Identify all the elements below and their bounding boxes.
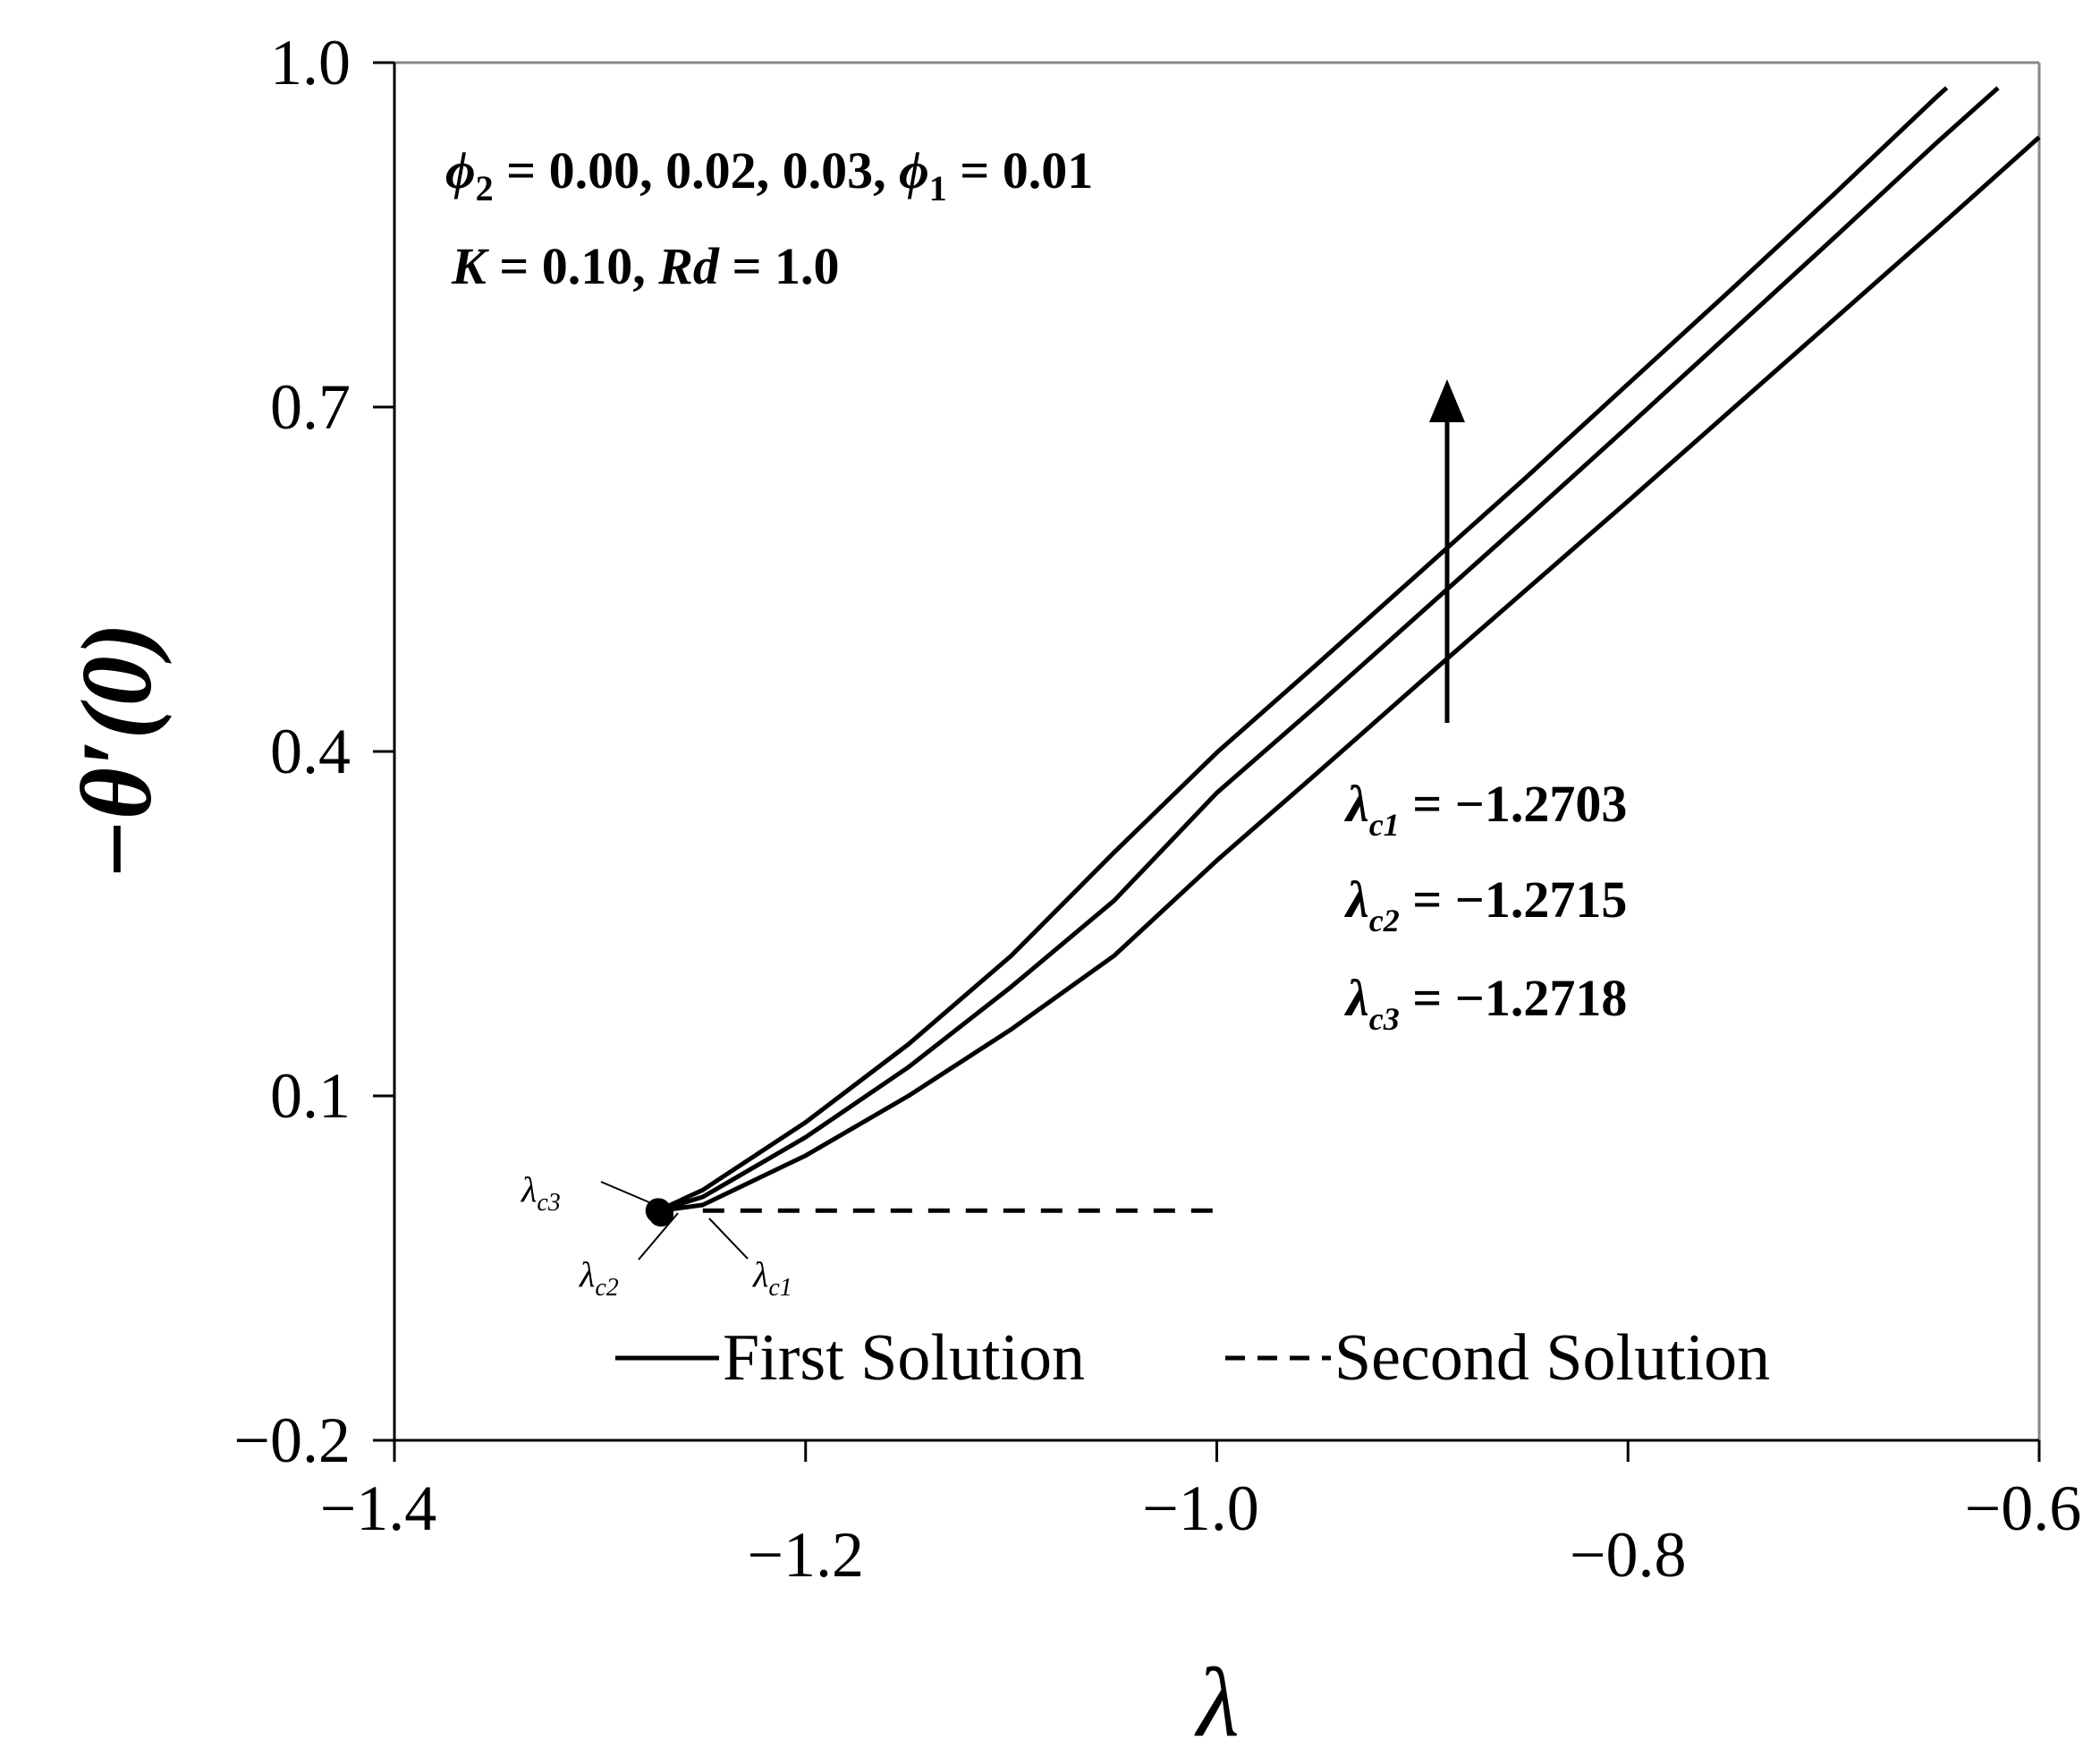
phi1-subscript: 1 <box>929 168 947 208</box>
phi2-subscript: 2 <box>476 168 494 208</box>
phi2-values: = 0.00, 0.02, 0.03, <box>494 141 900 199</box>
legend-first-solution-label: First Solution <box>723 1321 1085 1395</box>
y-tick-label: −0.2 <box>233 1405 351 1476</box>
leader-line-c3 <box>600 1181 650 1203</box>
crit2-symbol: λ <box>1344 870 1369 929</box>
x-tick-label: −0.8 <box>1570 1519 1687 1591</box>
critical-point-λc3 <box>645 1198 671 1224</box>
rd-symbol: Rd <box>657 237 720 295</box>
phi1-symbol: ϕ <box>899 141 929 199</box>
point-label-c1: λc1 <box>752 1254 792 1302</box>
point-label-c2-sub: c2 <box>595 1274 618 1302</box>
crit2-value: = −1.2715 <box>1400 870 1628 929</box>
point-label-c3-sub: c3 <box>537 1189 560 1217</box>
phi1-value: = 0.01 <box>947 141 1094 199</box>
first-solution-line-2 <box>657 86 2000 1213</box>
y-tick-label: 1.0 <box>270 27 351 98</box>
legend-second-solution-label: Second Solution <box>1334 1321 1770 1395</box>
crit3-subscript: c3 <box>1369 1001 1400 1037</box>
rd-value: = 1.0 <box>719 237 840 295</box>
crit3-value: = −1.2718 <box>1400 969 1628 1027</box>
y-ticks: −0.2 0.1 0.4 0.7 1.0 <box>233 27 394 1476</box>
point-label-c2-symbol: λ <box>579 1254 595 1294</box>
k-symbol: K <box>451 237 489 295</box>
point-label-c3-symbol: λ <box>521 1169 537 1210</box>
first-solution-line-3 <box>656 86 1949 1213</box>
crit1-symbol: λ <box>1344 775 1369 833</box>
y-tick-label: 0.4 <box>270 716 351 787</box>
x-tick-label: −1.0 <box>1142 1473 1259 1544</box>
point-label-c1-sub: c1 <box>768 1274 792 1302</box>
arrow-head-icon <box>1429 379 1465 422</box>
crit1-subscript: c1 <box>1369 807 1400 843</box>
phi2-symbol: ϕ <box>445 141 476 199</box>
crit-value-2: λc2 = −1.2715 <box>1344 870 1627 938</box>
critical-points <box>645 1198 674 1227</box>
leader-line-c1 <box>708 1218 749 1260</box>
x-tick-label: −1.2 <box>747 1519 864 1591</box>
y-tick-label: 0.7 <box>270 371 351 443</box>
increase-arrow <box>1429 379 1465 723</box>
params-line-1: ϕ2 = 0.00, 0.02, 0.03, ϕ1 = 0.01 <box>445 141 1093 208</box>
y-tick-label: 0.1 <box>270 1060 351 1132</box>
point-label-c2: λc2 <box>579 1254 619 1302</box>
crit1-value: = −1.2703 <box>1400 775 1628 833</box>
params-line-2: K = 0.10, Rd = 1.0 <box>451 237 840 295</box>
crit3-symbol: λ <box>1344 969 1369 1027</box>
series-layer <box>656 86 2041 1213</box>
crit2-subscript: c2 <box>1369 903 1400 938</box>
legend: First Solution Second Solution <box>615 1321 1770 1395</box>
first-solution-line-1 <box>660 135 2041 1213</box>
point-label-c3: λc3 <box>521 1169 561 1217</box>
x-ticks: −1.4 −1.2 −1.0 −0.8 −0.6 <box>320 1440 2082 1591</box>
point-label-c1-symbol: λ <box>752 1254 768 1294</box>
x-tick-label: −1.4 <box>320 1473 437 1544</box>
y-axis-title: −θ′(0) <box>62 623 173 880</box>
k-value: = 0.10, <box>487 237 659 295</box>
crit-value-3: λc3 = −1.2718 <box>1344 969 1627 1037</box>
x-tick-label: −0.6 <box>1965 1473 2082 1544</box>
crit-value-1: λc1 = −1.2703 <box>1344 775 1627 843</box>
x-axis-title: λ <box>1194 1648 1240 1757</box>
leader-line-c2 <box>638 1212 679 1260</box>
